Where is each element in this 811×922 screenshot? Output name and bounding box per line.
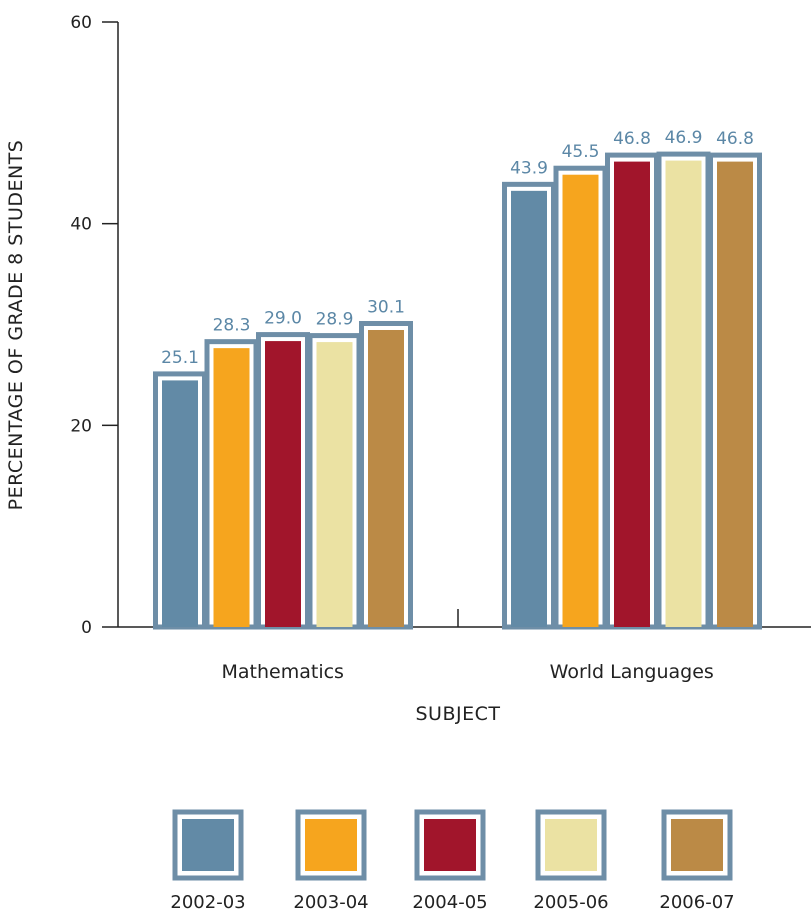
bar: [614, 161, 650, 627]
legend: 2002-03 2003-04 2004-05 2005-06 2006-07: [170, 809, 735, 913]
y-tick-label: 60: [70, 13, 92, 33]
legend-swatch: [182, 819, 234, 871]
legend-label: 2004-05: [412, 892, 487, 913]
data-label: 46.8: [613, 129, 651, 149]
legend-label: 2005-06: [533, 892, 608, 913]
x-axis-title: SUBJECT: [416, 703, 501, 725]
legend-label: 2002-03: [170, 892, 245, 913]
data-labels: 25.1 28.3 29.0 28.9 30.1 43.9 45.5 46.8 46.9 46.8: [161, 128, 754, 368]
bar: [316, 342, 353, 627]
legend-swatch: [305, 819, 357, 871]
data-label: 46.9: [665, 128, 703, 148]
legend-label: 2003-04: [293, 892, 368, 913]
y-tick-label: 20: [70, 416, 92, 436]
data-label: 43.9: [510, 158, 548, 178]
legend-swatch: [424, 819, 476, 871]
data-label: 29.0: [264, 309, 302, 329]
bar: [562, 174, 599, 628]
data-label: 30.1: [367, 297, 405, 317]
bar: [368, 329, 404, 627]
data-label: 25.1: [161, 348, 199, 368]
y-tick-label: 0: [81, 618, 92, 638]
bars: [153, 151, 762, 630]
legend-swatch: [671, 819, 723, 871]
bar: [717, 161, 753, 627]
data-label: 28.9: [316, 310, 354, 330]
bar: [265, 341, 301, 627]
axes: 0 20 40 60 Mathematics World Languages: [70, 13, 811, 683]
bar: [213, 348, 250, 627]
data-label: 46.8: [716, 129, 754, 149]
legend-label: 2006-07: [659, 892, 734, 913]
data-label: 28.3: [213, 316, 251, 336]
bar: [665, 160, 702, 627]
y-tick-label: 40: [70, 215, 92, 235]
data-label: 45.5: [562, 142, 600, 162]
legend-swatch: [545, 819, 597, 871]
y-axis-title: PERCENTAGE OF GRADE 8 STUDENTS: [5, 140, 27, 511]
bar: [162, 380, 198, 627]
x-category-label: World Languages: [550, 661, 714, 683]
x-category-label: Mathematics: [222, 661, 344, 683]
bar: [511, 190, 547, 627]
